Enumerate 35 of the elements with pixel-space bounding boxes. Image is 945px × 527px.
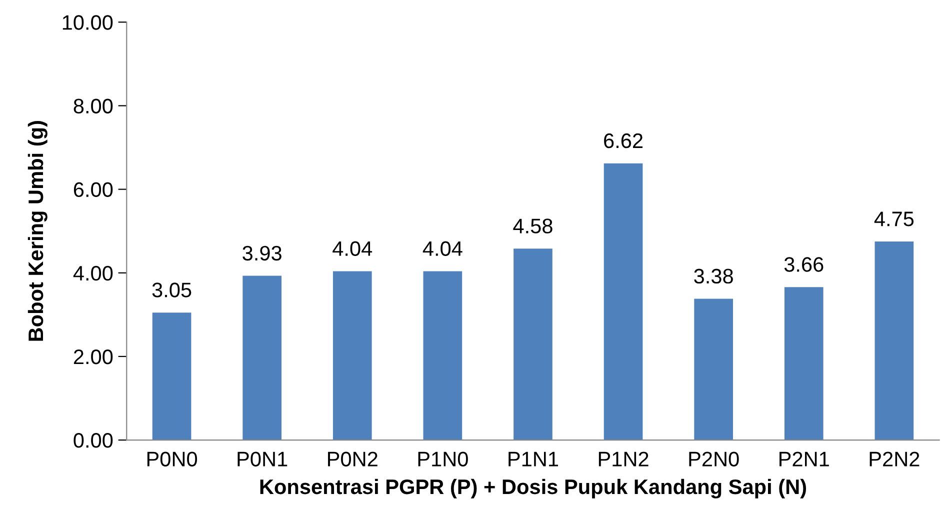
data-label: 3.38	[694, 268, 733, 284]
x-tick-label: P0N1	[238, 452, 288, 466]
x-tick-label: P0N2	[328, 452, 378, 466]
data-label: 3.93	[242, 246, 282, 261]
bar	[874, 242, 914, 440]
bar	[152, 312, 192, 440]
bar	[694, 298, 733, 440]
data-label: 3.66	[784, 257, 824, 272]
x-tick-label: P0N0	[147, 452, 198, 466]
data-label: 4.58	[513, 218, 552, 234]
x-tick-label: P1N2	[598, 452, 648, 466]
data-label: 6.62	[604, 133, 643, 148]
data-label: 4.04	[422, 241, 462, 256]
y-tick-label: 0.00	[74, 433, 113, 448]
data-label: 4.04	[332, 241, 372, 256]
y-tick-label: 4.00	[73, 266, 113, 281]
y-tick-label: 6.00	[74, 182, 113, 198]
y-tick-label: 8.00	[74, 98, 113, 114]
bar	[423, 271, 462, 440]
x-tick-label: P2N0	[689, 452, 739, 466]
bar	[604, 163, 643, 440]
data-label: 4.75	[874, 212, 914, 226]
y-tick-label: 2.00	[74, 349, 113, 364]
bar	[242, 276, 282, 440]
y-axis-title: Bobot Kering Umbi (g)	[28, 121, 48, 341]
x-tick-label: P1N0	[418, 452, 468, 466]
x-tick-label: P2N2	[870, 452, 920, 466]
x-tick-label: P1N1	[508, 452, 558, 466]
bar	[332, 271, 372, 440]
bar	[514, 248, 552, 440]
x-axis-title: Konsentrasi PGPR (P) + Dosis Pupuk Kandang Sapi (N)	[260, 478, 806, 498]
bar	[784, 287, 824, 440]
y-tick-label: 10.00	[62, 15, 113, 30]
x-tick-label: P2N1	[780, 452, 829, 466]
data-label: 3.05	[152, 282, 192, 298]
